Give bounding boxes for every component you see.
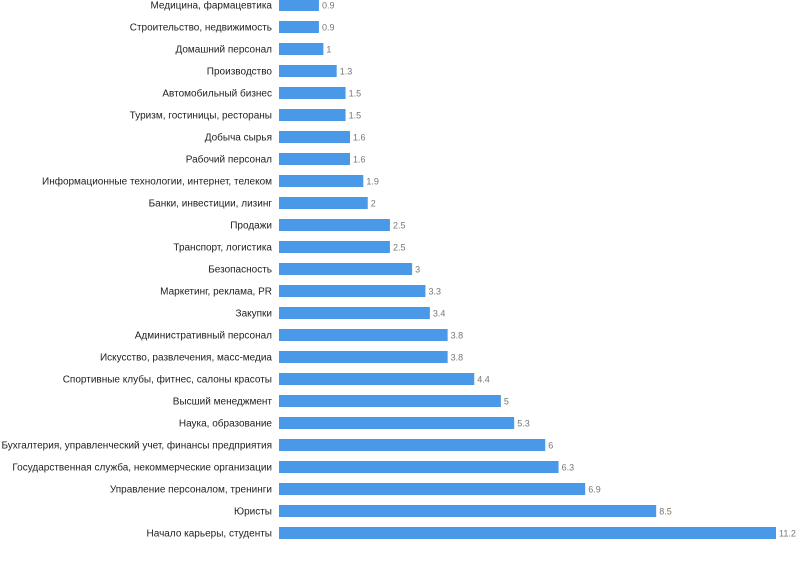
value-label: 1.6 — [353, 155, 366, 165]
category-label: Туризм, гостиницы, рестораны — [130, 111, 272, 122]
value-label: 0.9 — [322, 1, 335, 11]
bar — [279, 87, 346, 99]
bar — [279, 65, 337, 77]
bar — [279, 153, 350, 165]
value-label: 1.9 — [366, 177, 379, 187]
category-label: Начало карьеры, студенты — [147, 529, 272, 540]
bar — [279, 483, 586, 495]
value-label: 3.8 — [451, 353, 464, 363]
value-label: 4.4 — [477, 375, 490, 385]
bar — [279, 263, 413, 275]
bar — [279, 219, 390, 231]
category-label: Рабочий персонал — [186, 154, 272, 166]
value-label: 3.4 — [433, 309, 446, 319]
category-label: Транспорт, логистика — [173, 243, 272, 254]
value-label: 11.2 — [779, 529, 796, 539]
category-label: Медицина, фармацевтика — [150, 0, 272, 12]
bar — [279, 175, 364, 187]
value-label: 8.5 — [659, 507, 672, 517]
bar — [279, 131, 350, 143]
category-label: Домашний персонал — [175, 45, 272, 56]
bar — [279, 43, 324, 55]
category-label: Добыча сырья — [205, 132, 272, 144]
bar — [279, 461, 559, 473]
category-label: Административный персонал — [135, 331, 272, 342]
category-label: Информационные технологии, интернет, тел… — [42, 176, 272, 188]
bar — [279, 21, 319, 33]
category-label: Искусство, развлечения, масс-медиа — [100, 353, 272, 364]
category-label: Государственная служба, некоммерческие о… — [12, 462, 272, 474]
value-label: 6 — [548, 441, 553, 451]
value-label: 1.5 — [349, 111, 362, 121]
category-label: Производство — [207, 67, 273, 78]
value-label: 5 — [504, 397, 509, 407]
category-labels: Медицина, фармацевтика Строительство, нед… — [1, 0, 272, 540]
bar — [279, 329, 448, 341]
category-label: Юристы — [234, 507, 272, 518]
category-label: Строительство, недвижимость — [130, 23, 272, 34]
bar — [279, 241, 390, 253]
category-label: Банки, инвестиции, лизинг — [149, 199, 273, 210]
value-label: 2.5 — [393, 221, 406, 231]
value-label: 1.3 — [340, 67, 353, 77]
bar — [279, 417, 515, 429]
bar — [279, 0, 319, 11]
value-label: 3 — [415, 265, 420, 275]
bars — [279, 0, 776, 539]
bar — [279, 373, 475, 385]
category-label: Наука, образование — [179, 418, 273, 430]
category-label: Управление персоналом, тренинги — [110, 485, 272, 496]
category-label: Спортивные клубы, фитнес, салоны красоты — [63, 374, 272, 386]
category-label: Автомобильный бизнес — [162, 88, 272, 100]
bar — [279, 197, 368, 209]
bar — [279, 505, 657, 517]
bar — [279, 527, 776, 539]
value-label: 1.5 — [349, 89, 362, 99]
category-label: Безопасность — [208, 265, 272, 276]
value-label: 1 — [326, 45, 331, 55]
bar — [279, 307, 430, 319]
value-label: 2.5 — [393, 243, 406, 253]
value-label: 5.3 — [517, 419, 530, 429]
category-label: Закупки — [236, 309, 272, 320]
value-label: 1.6 — [353, 133, 366, 143]
bar — [279, 395, 501, 407]
bar — [279, 109, 346, 121]
value-labels: 0.9 0.9 1 1.3 1.5 1.5 1.6 1.6 1.9 2 2.5 2.5 3 3.3 3.4 3… — [322, 1, 796, 539]
value-label: 2 — [371, 199, 376, 209]
value-label: 3.8 — [451, 331, 464, 341]
value-label: 0.9 — [322, 23, 335, 33]
value-label: 3.3 — [428, 287, 441, 297]
category-label: Высший менеджмент — [173, 397, 273, 408]
category-label: Бухгалтерия, управленческий учет, финанс… — [1, 440, 272, 452]
category-label: Маркетинг, реклама, PR — [160, 287, 272, 298]
category-label: Продажи — [230, 221, 272, 232]
value-label: 6.9 — [588, 485, 601, 495]
bar — [279, 351, 448, 363]
bar — [279, 285, 426, 297]
value-label: 6.3 — [562, 463, 575, 473]
bar — [279, 439, 546, 451]
